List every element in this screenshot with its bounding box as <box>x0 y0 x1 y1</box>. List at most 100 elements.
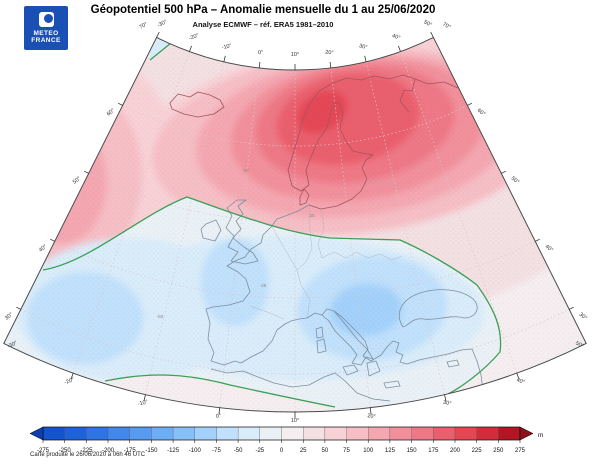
lon-label-top: 30° <box>358 43 367 51</box>
coast-sicily <box>342 364 359 376</box>
colorbar-tick-label: 225 <box>472 448 483 454</box>
meridian-line <box>219 67 260 408</box>
lat-tick <box>535 238 540 242</box>
lon-label-bottom: 10° <box>291 418 299 424</box>
lon-tick <box>258 61 261 68</box>
lon-tick <box>218 407 221 415</box>
colorbar-tick-label: 175 <box>428 448 439 454</box>
colorbar-tick-label: 275 <box>515 448 526 454</box>
colorbar-swatch <box>129 426 152 441</box>
colorbar-tick-label: -175 <box>124 448 137 454</box>
colorbar-tick-label: 100 <box>363 448 374 454</box>
lon-tick <box>444 394 447 401</box>
contour-label: 50 <box>243 168 249 173</box>
colorbar-swatch <box>42 426 65 441</box>
lat-label-right: 50° <box>510 176 520 186</box>
meridian-line <box>400 51 518 374</box>
lon-tick <box>70 372 74 380</box>
contour-label: 25 <box>309 213 315 218</box>
colorbar-swatch <box>368 426 391 441</box>
country-borders <box>249 178 403 320</box>
lon-tick <box>156 31 160 38</box>
lon-tick <box>398 45 401 52</box>
lon-tick <box>189 45 192 52</box>
coast-crete <box>383 380 401 389</box>
colorbar-tick-label: -200 <box>102 448 115 454</box>
colorbar-unit: m <box>538 432 543 439</box>
coast-cyprus <box>446 359 460 368</box>
lon-tick <box>143 394 146 401</box>
colorbar-arrow-left <box>29 426 44 441</box>
colorbar-tick-label: -225 <box>80 448 93 454</box>
coast-italy <box>321 308 374 366</box>
colorbar-swatch <box>259 426 282 441</box>
colorbar-swatch <box>194 426 217 441</box>
colorbar-swatch <box>64 426 87 441</box>
colorbar-swatch <box>172 426 195 441</box>
logo-dot <box>43 14 53 23</box>
colorbar-tick-label: -275 <box>37 448 50 454</box>
coast-great-britain <box>225 199 259 265</box>
coast-denmark <box>299 188 310 206</box>
lon-label-top: 0° <box>258 50 264 57</box>
lat-label-left: 30° <box>4 312 14 322</box>
production-timestamp: Carte produite le 26/06/2020 à 06h 46 UT… <box>30 452 146 458</box>
zero-contour-africa <box>104 374 336 408</box>
colorbar-tick-label: -250 <box>59 448 72 454</box>
lon-label-bottom: 30° <box>442 400 451 408</box>
lon-label-bottom: 20° <box>367 413 376 420</box>
colorbar-swatch <box>346 426 369 441</box>
colorbar-swatch <box>476 426 499 441</box>
lon-label-top: 50° <box>423 19 433 28</box>
lon-label-top: -10° <box>221 43 232 51</box>
coast-sardinia <box>316 338 327 354</box>
lat-tick <box>16 306 21 310</box>
lon-label-bottom: -10° <box>137 399 148 407</box>
colorbar-tick-label: -25 <box>255 448 264 454</box>
colorbar-tick-label: -100 <box>189 448 202 454</box>
border-germany-west <box>296 204 313 271</box>
page-title: Géopotentiel 500 hPa – Anomalie mensuell… <box>90 4 436 16</box>
colorbar-swatch <box>433 426 456 441</box>
lon-tick <box>430 31 434 38</box>
lat-tick <box>84 170 89 174</box>
lat-label-left: 50° <box>72 176 82 186</box>
colorbar-tick-label: -125 <box>167 448 180 454</box>
colorbar-swatch <box>281 426 304 441</box>
coastlines-north <box>169 74 471 210</box>
colorbar-swatch <box>454 426 477 441</box>
colorbar-swatch <box>324 426 347 441</box>
coastlines-south <box>200 199 484 402</box>
logo-text-line2: FRANCE <box>31 37 61 44</box>
page-subtitle: Analyse ECMWF – réf. ERA5 1981–2010 <box>192 20 334 29</box>
colorbar-swatch <box>216 426 239 441</box>
parallel-line <box>122 105 468 147</box>
lon-label-top: 20° <box>325 50 334 57</box>
contour-label: -25 <box>260 283 267 288</box>
corner-label-70-left: 70° <box>138 22 148 31</box>
parallel-line <box>54 241 536 299</box>
lon-label-top: 10° <box>291 52 299 58</box>
colorbar-swatch <box>498 426 521 441</box>
colorbar-arrow-right <box>519 426 534 441</box>
colorbar-swatch <box>107 426 130 441</box>
lat-label-right: 40° <box>544 244 554 254</box>
corner-label-lon-left: -30° <box>7 340 19 350</box>
graticule <box>20 51 570 412</box>
colorbar-swatch <box>303 426 326 441</box>
colorbar-tick-label: 25 <box>300 448 307 454</box>
meridian-line <box>330 67 371 408</box>
border-danube <box>321 251 403 261</box>
logo-text-line1: METEO <box>33 30 59 37</box>
lon-tick <box>369 407 372 415</box>
contour-value-labels: 25 -25 -50 50 <box>157 168 315 319</box>
lon-label-top: -20° <box>188 33 200 42</box>
coast-ireland <box>200 219 222 242</box>
colorbar-swatch <box>237 426 260 441</box>
meridian-line <box>145 61 225 395</box>
parallel-line <box>20 309 570 375</box>
map-frame <box>3 36 587 413</box>
coast-balkans-greece <box>333 310 408 365</box>
lon-tick <box>516 372 520 380</box>
coast-black-sea <box>398 289 478 328</box>
